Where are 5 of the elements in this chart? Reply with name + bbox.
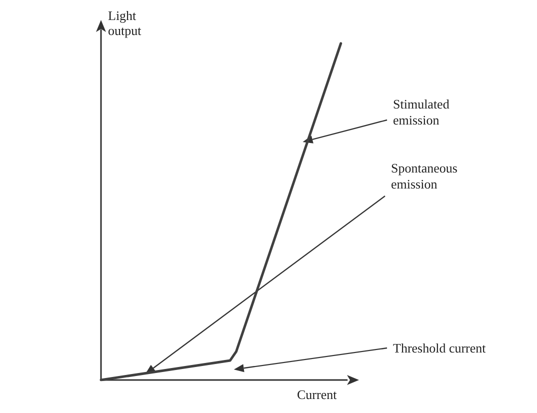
text: Stimulated emission [393,96,450,128]
text: Spontaneous emission [391,160,458,192]
text: Threshold current [393,340,486,356]
y-axis-title: Light output [108,8,142,38]
x-axis-title: Current [297,387,338,402]
